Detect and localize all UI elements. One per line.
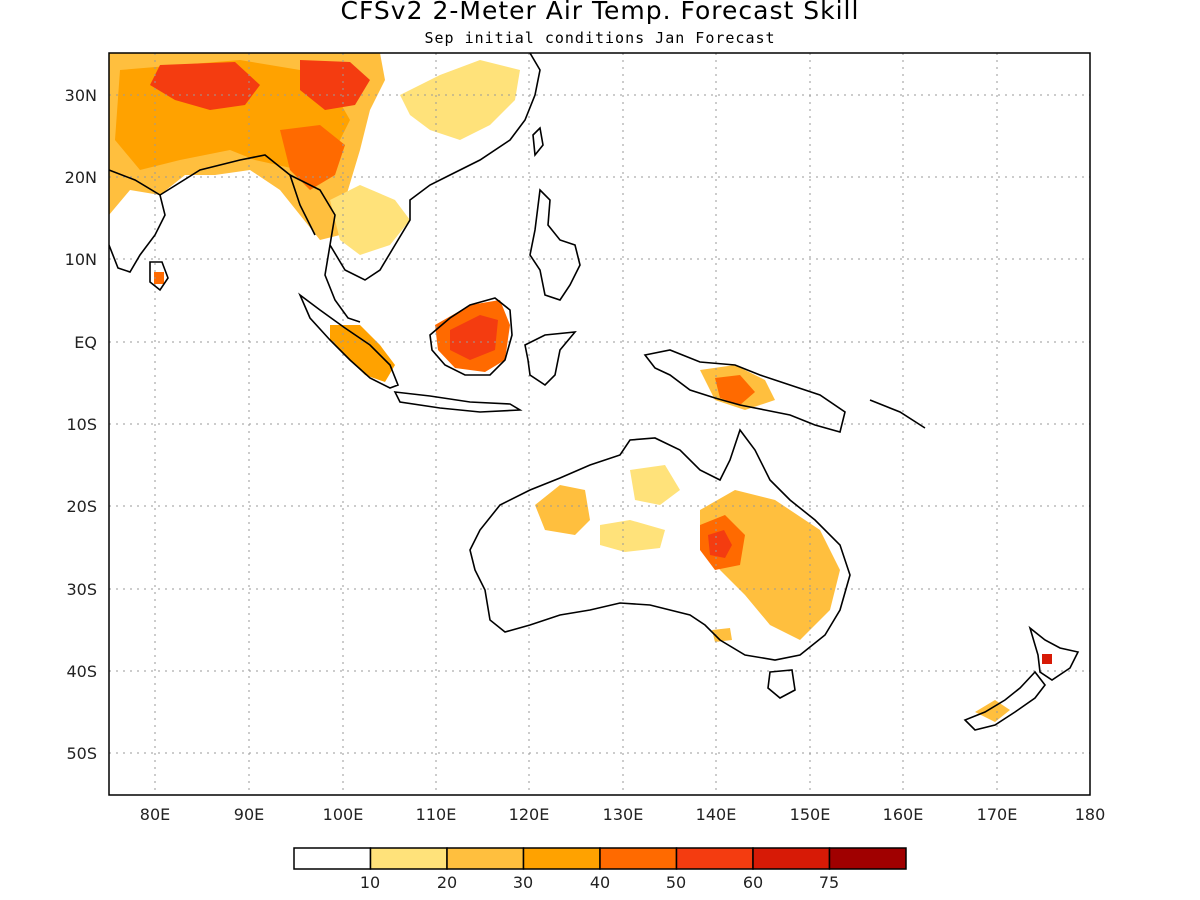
coast-java: [393, 391, 523, 413]
skill-region-aus-south: [712, 628, 732, 642]
colorbar-label: 50: [666, 873, 686, 892]
colorbar-swatch: [675, 847, 754, 870]
coast-borneo: [429, 297, 513, 376]
lon-tick-label: 180: [1075, 805, 1106, 824]
colorbar-swatch: [446, 847, 525, 870]
coast-tasmania: [767, 669, 796, 699]
skill-region-aus-central: [600, 520, 665, 552]
coast-philippines: [529, 188, 581, 301]
skill-region-nz-south: [975, 700, 1010, 722]
coast-australia: [469, 428, 851, 661]
skill-shading: [109, 53, 1052, 722]
lat-tick-label: 20S: [66, 497, 97, 516]
lat-tick-label: 30S: [66, 580, 97, 599]
coast-nz-south: [963, 670, 1047, 731]
lat-tick-label: EQ: [74, 333, 97, 352]
lon-tick-label: 120E: [509, 805, 550, 824]
skill-region-aus-north: [630, 465, 680, 505]
lon-tick-label: 150E: [790, 805, 831, 824]
map-frame: [108, 52, 1091, 796]
lat-tick-label: 10N: [65, 250, 97, 269]
coastlines: [109, 53, 1080, 731]
chart-subtitle: Sep initial conditions Jan Forecast: [424, 29, 776, 47]
coast-mainland-asia: [289, 53, 541, 281]
lon-tick-label: 110E: [416, 805, 457, 824]
skill-region-sumatra: [330, 325, 395, 382]
skill-region-tibet-patch: [300, 60, 370, 110]
lat-tick-label: 50S: [66, 744, 97, 763]
colorbar-swatch: [599, 847, 678, 870]
skill-region-srilanka: [154, 272, 164, 284]
colorbar-swatch: [522, 847, 601, 870]
lon-tick-label: 140E: [696, 805, 737, 824]
coast-newguinea: [643, 349, 846, 433]
colorbar-label: 10: [360, 873, 380, 892]
lat-tick-label: 40S: [66, 662, 97, 681]
coast-nz-north: [1028, 625, 1080, 681]
chart-title: CFSv2 2-Meter Air Temp. Forecast Skill: [340, 0, 860, 25]
colorbar-label: 40: [590, 873, 610, 892]
colorbar-swatch: [293, 847, 372, 870]
lat-tick-label: 30N: [65, 86, 97, 105]
colorbar: [293, 847, 907, 870]
colorbar-labels: 10 20 30 40 50 60 75: [360, 873, 839, 892]
lat-tick-label: 20N: [65, 168, 97, 187]
skill-region-aus-hot-core: [708, 530, 732, 558]
colorbar-label: 60: [743, 873, 763, 892]
skill-region-newguinea-core: [715, 375, 755, 405]
skill-region-nz-north: [1042, 654, 1052, 664]
colorbar-swatch: [828, 847, 907, 870]
coast-taiwan: [532, 126, 544, 158]
lon-tick-label: 90E: [234, 805, 264, 824]
skill-region-aus-west: [535, 485, 590, 535]
coast-srilanka: [149, 261, 169, 292]
colorbar-swatch: [752, 847, 831, 870]
skill-region-borneo-core: [450, 315, 498, 360]
lat-axis: 30N 20N 10N EQ 10S 20S 30S 40S 50S: [65, 86, 97, 763]
coast-sumatra: [298, 292, 400, 389]
colorbar-label: 20: [437, 873, 457, 892]
lon-tick-label: 130E: [603, 805, 644, 824]
lon-tick-label: 80E: [140, 805, 170, 824]
lon-tick-label: 100E: [323, 805, 364, 824]
colorbar-label: 30: [513, 873, 533, 892]
colorbar-label: 75: [819, 873, 839, 892]
skill-region-china: [400, 60, 520, 140]
lon-axis: 80E 90E 100E 110E 120E 130E 140E 150E 16…: [140, 805, 1106, 824]
lon-tick-label: 170E: [977, 805, 1018, 824]
skill-region-asia-core: [150, 62, 260, 110]
colorbar-swatch: [369, 847, 448, 870]
skill-region-indochina: [330, 185, 410, 255]
coast-sulawesi: [524, 331, 577, 387]
skill-region-asia-core2: [280, 125, 345, 190]
lat-tick-label: 10S: [66, 415, 97, 434]
coast-solomons: [869, 399, 926, 429]
coast-bay-bengal: [159, 154, 316, 236]
lon-tick-label: 160E: [883, 805, 924, 824]
coast-malay-peninsula: [324, 244, 361, 323]
coast-india: [109, 169, 166, 273]
gridlines: [109, 53, 1090, 795]
